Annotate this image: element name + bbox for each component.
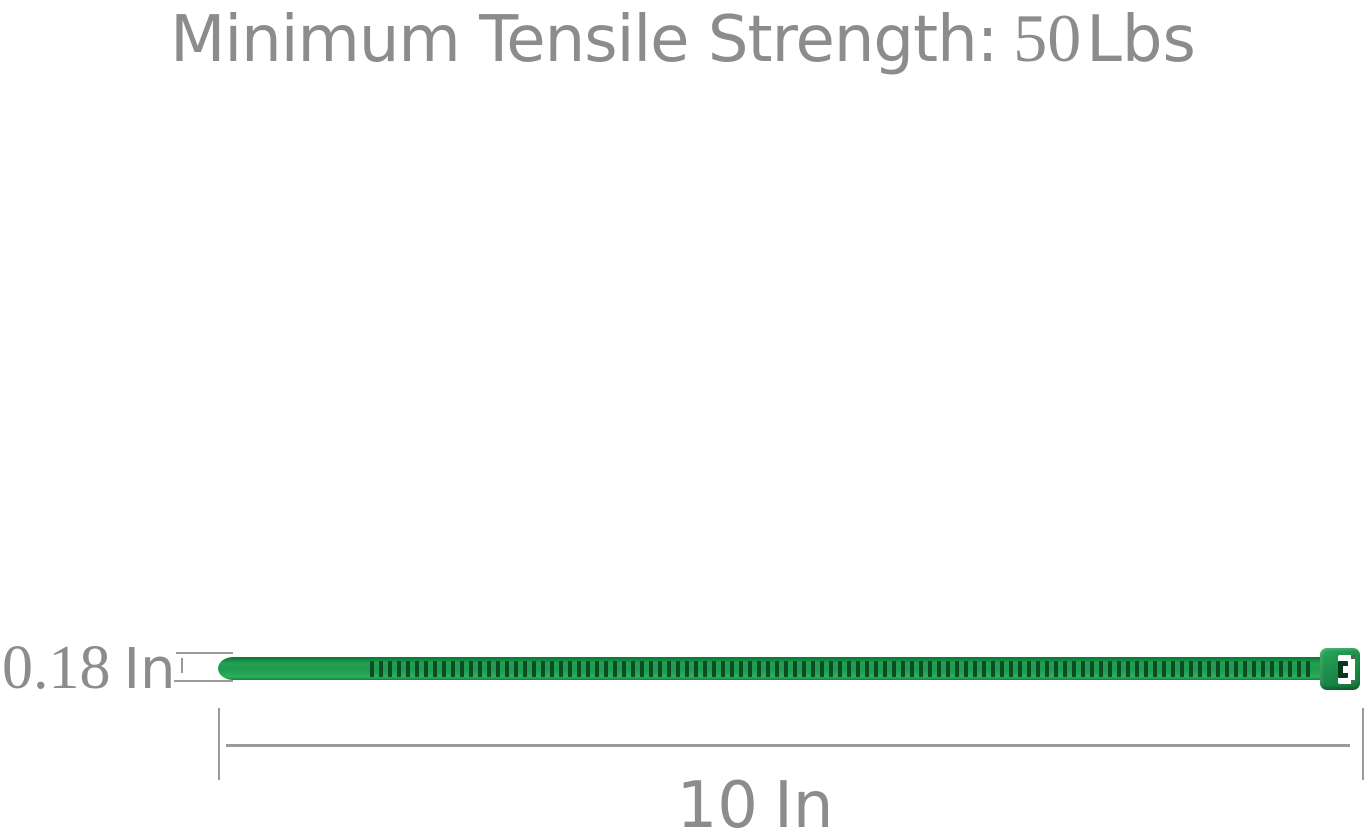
- cable-tie-teeth: [370, 661, 1310, 677]
- page-title: Minimum Tensile Strength: 50 Lbs: [0, 0, 1366, 78]
- title-text: Minimum Tensile Strength:: [170, 3, 998, 77]
- width-dimension-label: 0.18 In: [2, 634, 176, 704]
- length-value: 10: [676, 769, 758, 837]
- title-strength-unit: Lbs: [1086, 3, 1196, 77]
- width-bracket-tick: [181, 658, 183, 673]
- length-dimension-line: [226, 744, 1350, 747]
- width-unit: In: [123, 637, 176, 702]
- cable-tie-head: [1320, 648, 1360, 690]
- length-extension-tick-right: [1362, 708, 1364, 780]
- title-strength-value: 50: [1013, 0, 1082, 76]
- cable-tie-head-pawl: [1338, 661, 1348, 678]
- pawl-notch: [1343, 666, 1348, 673]
- length-dimension-label: 10 In: [676, 769, 834, 837]
- length-unit: In: [774, 769, 834, 837]
- width-bracket-top-line: [176, 652, 233, 654]
- width-bracket-bottom-line: [174, 680, 233, 682]
- slot-latch-mark-bottom: [1351, 680, 1355, 684]
- cable-tie-head-slot: [1338, 655, 1355, 684]
- cable-tie-strap: [218, 657, 1322, 680]
- length-extension-tick-left: [218, 708, 220, 780]
- width-value: 0.18: [2, 634, 111, 702]
- slot-latch-mark-top: [1351, 655, 1355, 659]
